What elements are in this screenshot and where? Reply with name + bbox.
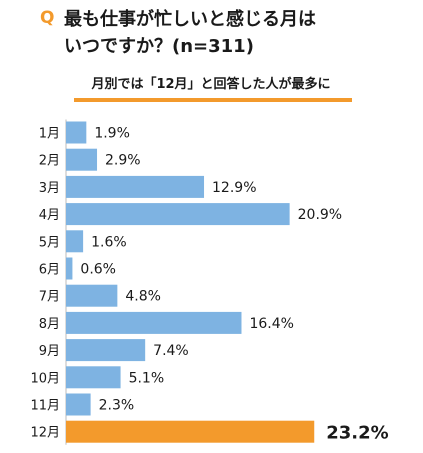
question-title: 最も仕事が忙しいと感じる月は いつですか？(n=311) <box>64 9 316 57</box>
category-label: 7月 <box>39 290 60 305</box>
bar-7 <box>66 284 118 307</box>
subtitle: 月別では「12月」と回答した人が最多に <box>91 77 331 92</box>
subtitle-underline <box>74 98 352 102</box>
category-label: 9月 <box>39 344 60 359</box>
value-label: 23.2% <box>326 423 388 444</box>
bar-5 <box>66 230 84 253</box>
value-label: 2.3% <box>99 398 135 414</box>
value-label: 1.9% <box>94 126 130 142</box>
category-label: 10月 <box>30 371 60 386</box>
category-label: 5月 <box>39 235 60 250</box>
value-label: 7.4% <box>153 343 189 359</box>
value-label: 5.1% <box>129 370 165 386</box>
category-label: 3月 <box>39 181 60 196</box>
value-label: 20.9% <box>298 207 342 223</box>
category-label: 4月 <box>39 208 60 223</box>
value-label: 4.8% <box>125 289 161 305</box>
category-label: 6月 <box>39 263 60 278</box>
value-label: 16.4% <box>249 316 293 332</box>
bar-4 <box>66 203 290 226</box>
q-mark: Q <box>40 8 55 28</box>
bar-8 <box>66 311 242 334</box>
category-label: 11月 <box>30 399 60 414</box>
category-label: 12月 <box>30 426 60 441</box>
bar-9 <box>66 339 146 362</box>
bar-6 <box>66 257 73 280</box>
bar-2 <box>66 148 98 171</box>
bar-10 <box>66 366 121 389</box>
value-label: 0.6% <box>80 262 116 278</box>
category-label: 8月 <box>39 317 60 332</box>
category-label: 2月 <box>39 154 60 169</box>
bar-1 <box>66 121 87 144</box>
value-label: 12.9% <box>212 180 256 196</box>
category-label: 1月 <box>39 127 60 142</box>
value-label: 1.6% <box>91 234 127 250</box>
bar-12 <box>66 420 315 443</box>
bar-11 <box>66 393 91 416</box>
value-label: 2.9% <box>105 153 141 169</box>
bar-3 <box>66 175 205 198</box>
